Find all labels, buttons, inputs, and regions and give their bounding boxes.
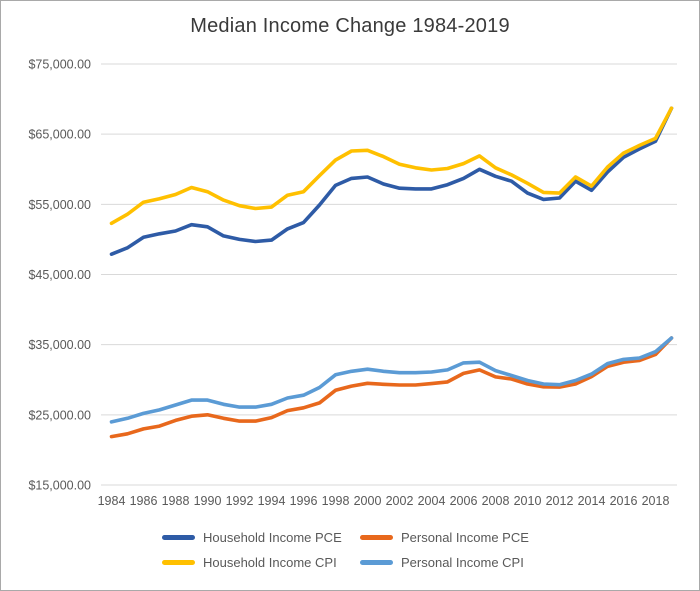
x-tick-label: 1996 [290,494,318,508]
household-cpi-line-swatch [162,560,195,565]
x-tick-label: 2006 [450,494,478,508]
y-tick-label: $25,000.00 [28,408,91,422]
x-tick-label: 1994 [258,494,286,508]
x-tick-label: 2002 [386,494,414,508]
x-tick-label: 2016 [610,494,638,508]
household-pce-line-swatch [162,535,195,540]
legend-item-personal-income-cpi: Personal Income CPI [360,555,538,570]
x-tick-label: 1984 [98,494,126,508]
personal-cpi-line-swatch [360,560,393,565]
y-tick-label: $65,000.00 [28,128,91,142]
series-line-household-income-pce [109,106,674,256]
legend-item-household-income-pce: Household Income PCE [162,530,360,545]
series-line-household-income-cpi [109,106,674,226]
plot-area: $15,000.00 $25,000.00 $35,000.00 $45,000.00… [28,58,677,508]
x-tick-label: 2004 [418,494,446,508]
x-tick-label: 2012 [546,494,574,508]
y-tick-label: $55,000.00 [28,198,91,212]
legend-label: Personal Income PCE [401,530,529,545]
x-tick-label: 1998 [322,494,350,508]
x-tick-label: 1986 [130,494,158,508]
chart-title: Median Income Change 1984-2019 [190,15,510,37]
legend-item-personal-income-pce: Personal Income PCE [360,530,538,545]
x-tick-label: 2014 [578,494,606,508]
series-line-personal-income-pce [109,336,674,439]
x-tick-label: 2010 [514,494,542,508]
legend-label: Personal Income CPI [401,555,524,570]
x-tick-label: 2008 [482,494,510,508]
y-tick-label: $15,000.00 [28,479,91,493]
y-tick-label: $35,000.00 [28,338,91,352]
x-tick-label: 2018 [642,494,670,508]
personal-pce-line-swatch [360,535,393,540]
x-tick-label: 1992 [226,494,254,508]
x-tick-label: 1988 [162,494,190,508]
legend-item-household-income-cpi: Household Income CPI [162,555,360,570]
series-line-personal-income-cpi [109,336,674,424]
y-tick-label: $75,000.00 [28,58,91,72]
legend: Household Income PCE Personal Income PCE… [162,530,538,570]
x-tick-label: 1990 [194,494,222,508]
y-tick-label: $45,000.00 [28,268,91,282]
legend-label: Household Income PCE [203,530,342,545]
x-tick-label: 2000 [354,494,382,508]
legend-label: Household Income CPI [203,555,337,570]
